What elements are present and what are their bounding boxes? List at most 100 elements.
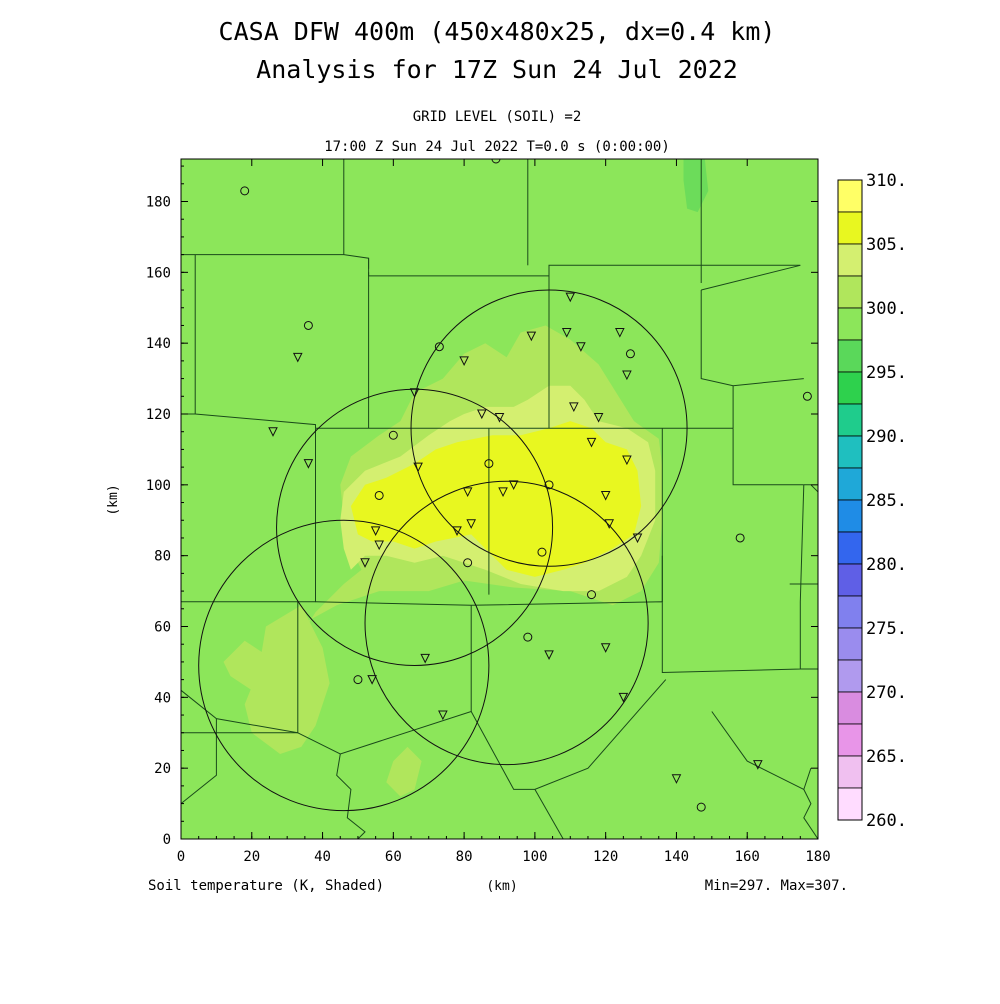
x-tick-label: 180: [805, 849, 830, 865]
colorbar-swatch: [837, 339, 863, 373]
field-label: Soil temperature (K, Shaded): [148, 878, 384, 894]
title-line2: Analysis for 17Z Sun 24 Jul 2022: [256, 55, 738, 84]
x-tick-label: 80: [456, 849, 473, 865]
station-circle: [537, 547, 547, 557]
station-triangle: [268, 427, 278, 437]
station-triangle: [303, 459, 314, 469]
x-axis-label: (km): [486, 879, 517, 894]
station-triangle: [565, 292, 576, 303]
station-triangle: [494, 413, 505, 423]
field-level-305: [350, 421, 642, 577]
county-line: [803, 768, 818, 839]
valid-time-label: 17:00 Z Sun 24 Jul 2022 T=0.0 s (0:00:00…: [324, 139, 670, 155]
station-circle: [523, 632, 533, 642]
colorbar-label: 295.: [866, 363, 907, 383]
colorbar-label: 270.: [866, 683, 907, 703]
station-triangle: [409, 388, 420, 398]
station-circle: [587, 590, 597, 600]
county-boundaries: [181, 159, 818, 839]
colorbar-swatch: [837, 531, 863, 565]
x-tick-label: 100: [522, 849, 547, 865]
station-triangle: [632, 533, 643, 544]
colorbar-label: 290.: [866, 427, 907, 447]
county-line: [803, 484, 818, 493]
colorbar-swatch: [837, 627, 863, 661]
station-triangle: [498, 487, 508, 498]
county-line: [181, 413, 316, 429]
colorbar-swatch: [837, 403, 863, 437]
county-line: [700, 290, 804, 387]
station-triangle: [413, 462, 423, 473]
soil-temperature-field: [181, 159, 818, 839]
station-triangle: [544, 650, 554, 660]
x-tick-label: 60: [385, 849, 402, 865]
station-circle: [696, 802, 706, 812]
colorbar-label: 305.: [866, 235, 907, 255]
colorbar-swatch: [837, 691, 863, 725]
colorbar-frame: [837, 179, 863, 821]
colorbar-swatch: [837, 211, 863, 245]
station-circle: [484, 459, 494, 469]
station-triangle: [370, 526, 381, 536]
station-circle: [388, 430, 398, 440]
station-triangle: [671, 774, 682, 784]
station-markers: [240, 159, 812, 812]
station-circle: [353, 675, 363, 685]
colorbar-label: 265.: [866, 747, 907, 767]
station-triangle: [576, 342, 586, 352]
station-triangle: [593, 413, 604, 423]
y-tick-label: 180: [146, 195, 171, 211]
colorbar-swatch: [837, 563, 863, 597]
station-triangle: [462, 487, 473, 498]
y-tick-label: 60: [154, 620, 171, 636]
y-tick-label: 120: [146, 407, 171, 423]
colorbar: 310. 305. 300. 295. 290. 285. 280. 275. 270. 265.…: [837, 171, 907, 831]
station-circle: [802, 391, 812, 401]
county-line: [181, 718, 217, 804]
station-triangle: [618, 692, 629, 703]
y-tick-label: 20: [154, 761, 171, 777]
colorbar-swatch: [837, 243, 863, 277]
county-line: [732, 428, 804, 486]
colorbar-swatch: [837, 435, 863, 469]
colorbar-swatch: [837, 179, 863, 213]
colorbar-label: 260.: [866, 811, 907, 831]
colorbar-swatch: [837, 787, 863, 821]
field-level-300-spot: [386, 746, 422, 797]
x-tick-label: 40: [314, 849, 331, 865]
x-tick-label: 20: [243, 849, 260, 865]
county-line: [297, 605, 472, 755]
station-triangle: [561, 328, 572, 338]
station-triangle: [604, 519, 615, 529]
station-triangle: [459, 356, 469, 366]
minmax-label: Min=297. Max=307.: [705, 878, 848, 894]
colorbar-swatch: [837, 467, 863, 501]
range-ring: [198, 519, 490, 812]
station-triangle: [569, 402, 579, 413]
colorbar-label: 300.: [866, 299, 907, 319]
colorbar-swatch: [837, 723, 863, 757]
station-triangle: [622, 455, 632, 466]
county-line: [711, 711, 805, 790]
colorbar-label: 280.: [866, 555, 907, 575]
station-triangle: [600, 643, 611, 653]
y-axis-label: (km): [106, 484, 121, 515]
y-tick-label: 0: [163, 832, 171, 848]
colorbar-swatch: [837, 371, 863, 405]
x-tick-label: 160: [735, 849, 760, 865]
station-triangle: [615, 328, 625, 338]
colorbar-swatch: [837, 755, 863, 789]
y-tick-label: 80: [154, 549, 171, 565]
colorbar-swatch: [837, 595, 863, 629]
range-ring: [364, 480, 649, 766]
station-triangle: [600, 490, 611, 501]
station-circle-edge: [491, 159, 501, 164]
station-triangle: [374, 540, 384, 551]
colorbar-swatch: [837, 659, 863, 693]
axes: 0 20 40 60 80 100 120 140 160 180 0 20 40 60 80 100 120 1…: [146, 159, 831, 865]
station-circle: [544, 480, 554, 490]
county-line: [181, 254, 801, 277]
station-triangle: [420, 653, 430, 664]
station-circle: [303, 320, 313, 330]
